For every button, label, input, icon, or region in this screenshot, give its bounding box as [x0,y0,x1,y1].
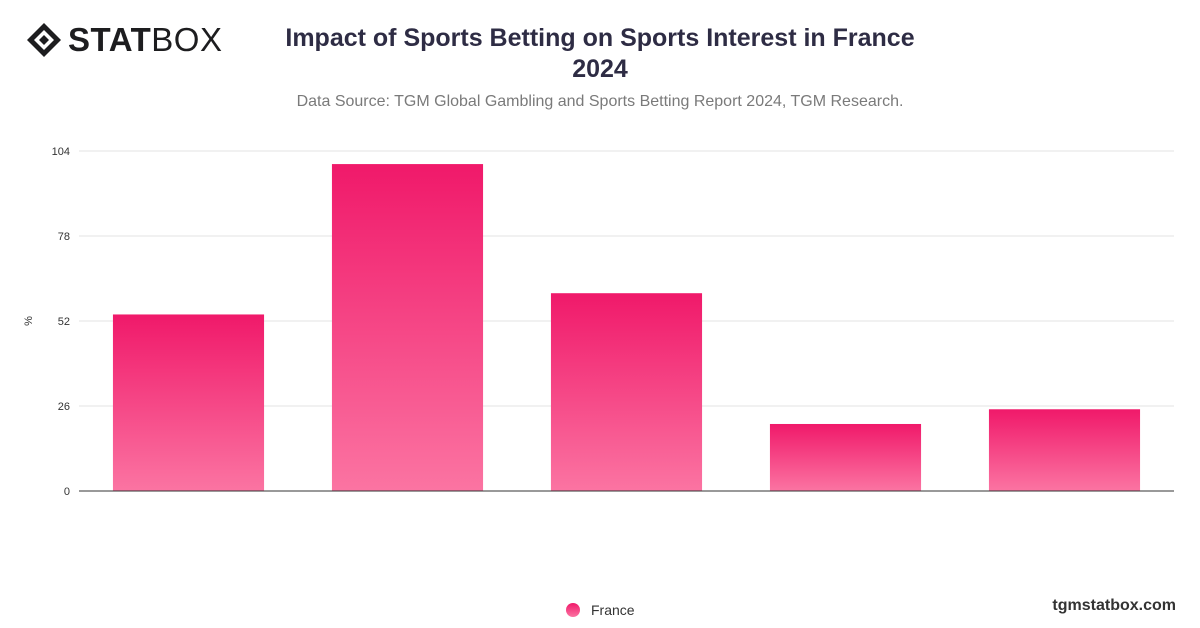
legend-swatch-france [566,603,580,617]
chart-subtitle: Data Source: TGM Global Gambling and Spo… [296,93,904,110]
y-tick-label: 0 [64,486,70,498]
bar-1[interactable] [112,314,265,491]
legend-label-france: France [591,602,635,618]
chart-title: Impact of Sports Betting on Sports Inter… [0,23,1200,85]
brand-name-light: BOX [151,21,223,58]
chart-title-line-2: 2024 [572,55,628,83]
y-tick-label: 26 [58,401,70,413]
y-tick-label: 104 [52,146,70,158]
legend[interactable]: France [566,602,635,618]
brand-name-bold: STAT [68,21,152,58]
bar-3[interactable] [550,293,703,491]
bar-4[interactable] [769,423,922,491]
footer-site: tgmstatbox.com [1052,597,1176,614]
bar-5[interactable] [988,409,1141,491]
bars [112,164,1141,492]
bar-2[interactable] [331,164,484,492]
statbox-diamond-logo-icon [27,23,61,57]
y-tick-label: 78 [58,231,70,243]
y-axis-label: % [23,316,35,326]
y-axis-ticks: 0 26 52 78 104 [52,146,70,498]
bar-chart: 0 26 52 78 104 % [23,146,1174,498]
chart-title-line-1: Impact of Sports Betting on Sports Inter… [285,24,915,52]
brand-logo: STATBOX [26,20,222,60]
brand-wordmark: STATBOX [68,20,222,60]
y-tick-label: 52 [58,316,70,328]
